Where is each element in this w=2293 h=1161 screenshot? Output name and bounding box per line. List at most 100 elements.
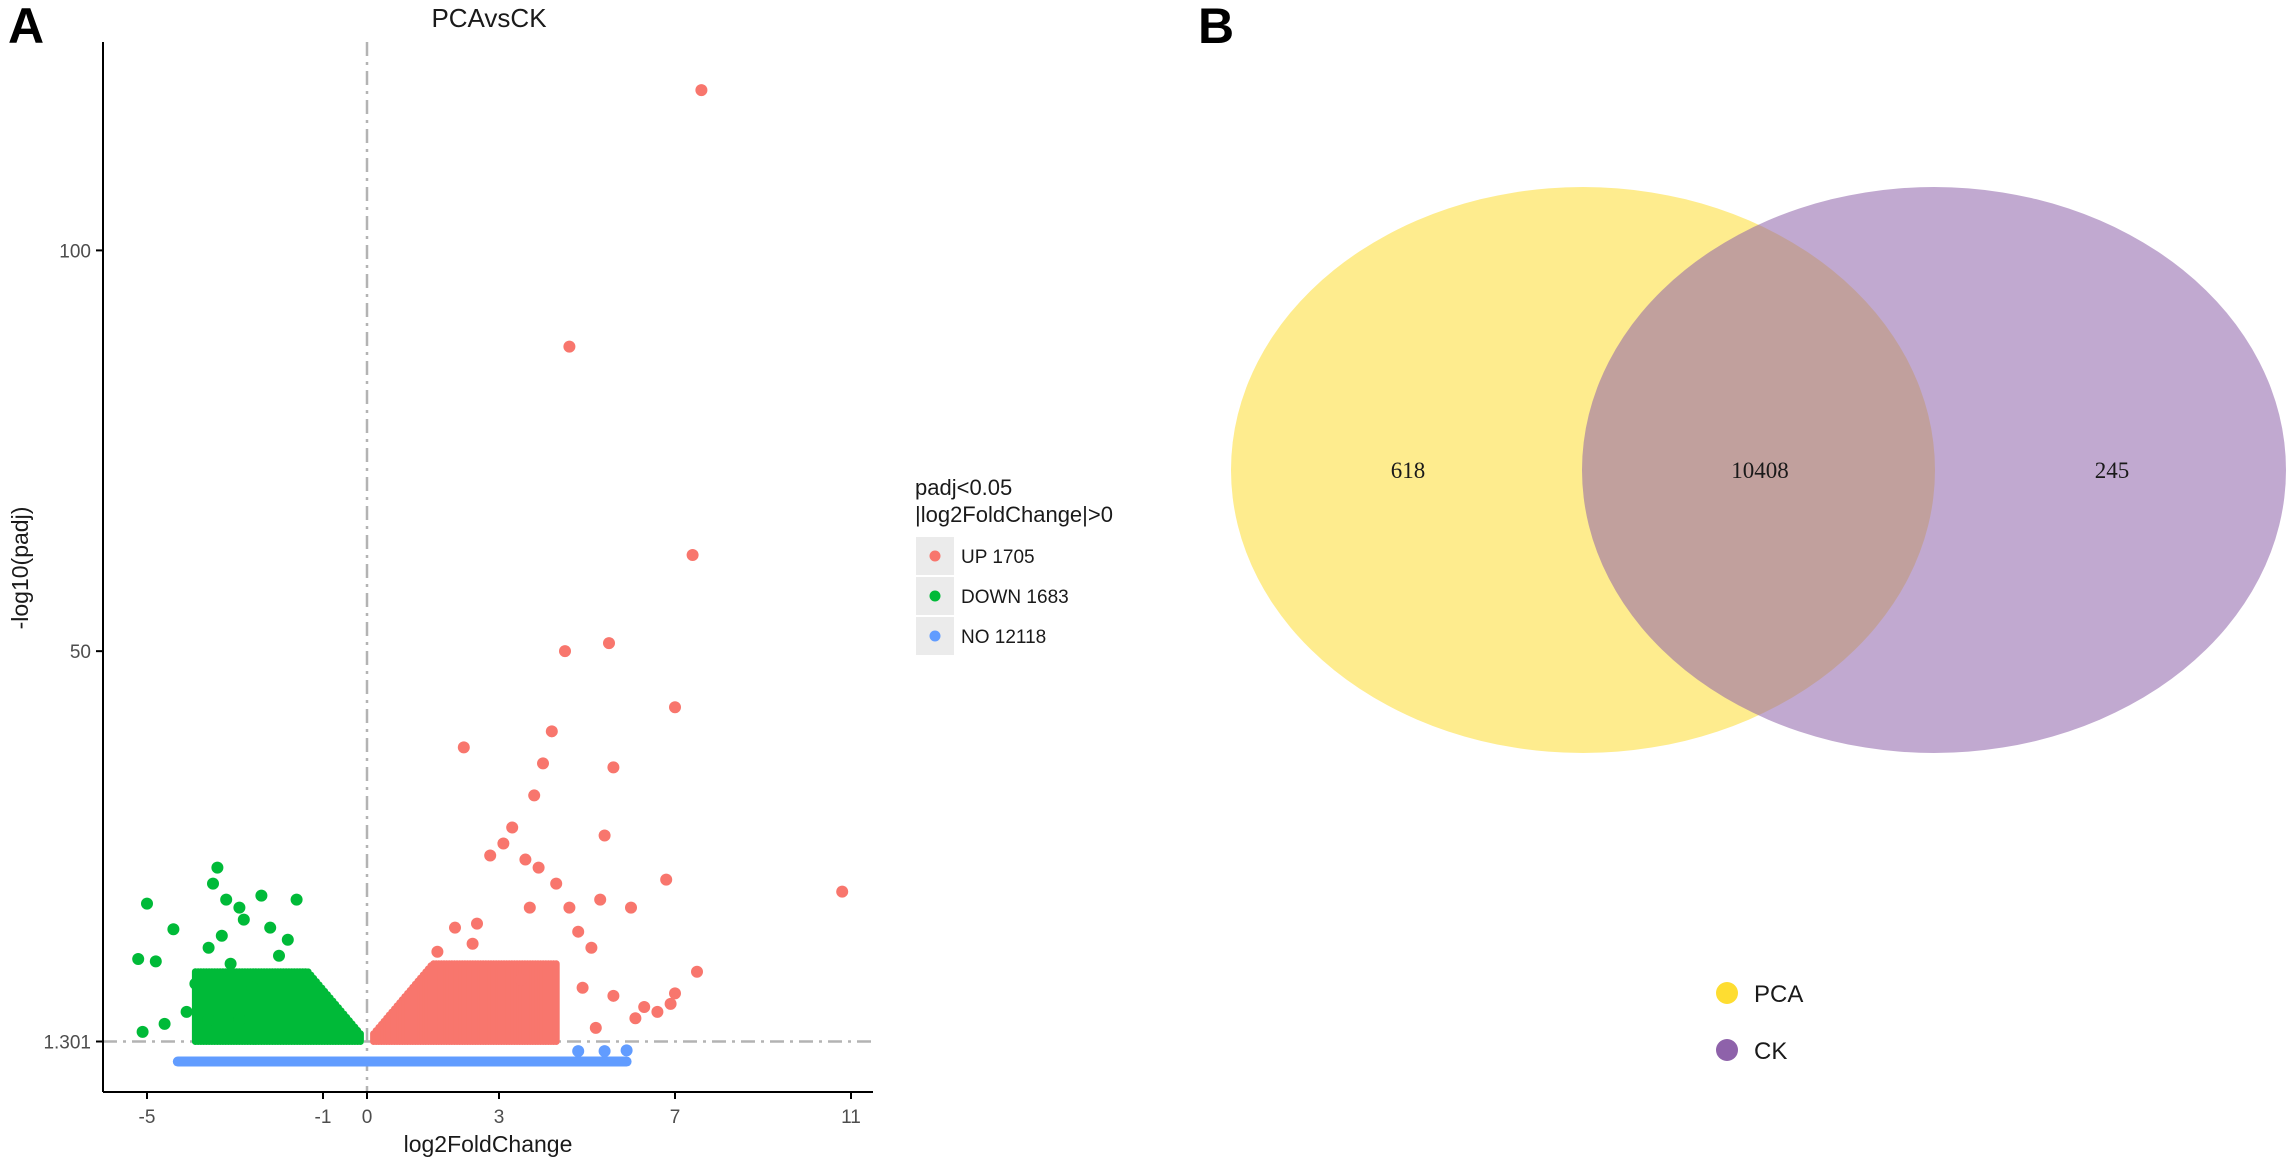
y-ticks: 1.301 50 100 bbox=[43, 241, 103, 1053]
point-down bbox=[132, 952, 145, 965]
point-up bbox=[572, 925, 585, 938]
point-down bbox=[189, 977, 202, 990]
panel-b-label: B bbox=[1198, 0, 1234, 54]
point-down bbox=[224, 957, 237, 970]
point-up bbox=[519, 853, 532, 866]
legend-title-line1: padj<0.05 bbox=[915, 475, 1012, 500]
point-up bbox=[585, 941, 598, 954]
point-down bbox=[255, 889, 268, 902]
point-up bbox=[532, 861, 545, 874]
point-down bbox=[264, 921, 277, 934]
point-up bbox=[515, 973, 527, 986]
point-down bbox=[246, 981, 259, 994]
point-up bbox=[691, 965, 703, 978]
point-up bbox=[563, 901, 576, 914]
x-tick-label: 11 bbox=[841, 1107, 861, 1128]
point-down bbox=[290, 893, 303, 906]
x-tick-label: -5 bbox=[139, 1107, 156, 1128]
point-up bbox=[497, 837, 510, 850]
volcano-title: PCAvsCK bbox=[431, 3, 547, 33]
point-down bbox=[158, 1017, 171, 1030]
point-up bbox=[625, 901, 637, 914]
x-tick-label: 7 bbox=[670, 1107, 681, 1128]
legend-key-no bbox=[929, 630, 941, 642]
point-down bbox=[211, 861, 224, 874]
venn-legend: PCA CK bbox=[1716, 981, 1803, 1065]
point-up bbox=[559, 645, 571, 658]
point-up bbox=[660, 873, 673, 886]
point-down bbox=[281, 933, 294, 946]
legend-key-pca bbox=[1716, 982, 1738, 1004]
point-up bbox=[431, 945, 444, 958]
point-down bbox=[273, 949, 285, 962]
point-up bbox=[457, 741, 470, 754]
point-up bbox=[695, 84, 708, 97]
point-up bbox=[669, 987, 681, 1000]
venn-count-ck-only: 245 bbox=[2095, 458, 2130, 483]
point-down bbox=[237, 913, 250, 926]
x-tick-label: -1 bbox=[315, 1107, 332, 1128]
point-up bbox=[607, 761, 620, 774]
point-up bbox=[651, 1005, 664, 1018]
point-down bbox=[215, 929, 228, 942]
legend-entry-no: NO 12118 bbox=[916, 617, 1046, 655]
point-no bbox=[572, 1045, 585, 1058]
x-tick-label: 0 bbox=[362, 1107, 373, 1128]
point-up bbox=[449, 921, 461, 934]
point-down bbox=[202, 1013, 215, 1026]
point-up bbox=[598, 829, 611, 842]
point-up bbox=[550, 877, 563, 890]
point-up bbox=[603, 637, 615, 650]
point-no bbox=[620, 1044, 633, 1057]
y-axis-title: -log10(padj) bbox=[7, 507, 33, 630]
point-down bbox=[207, 877, 219, 890]
legend-entry-up: UP 1705 bbox=[916, 537, 1035, 575]
point-up bbox=[563, 340, 576, 353]
legend-key-ck bbox=[1716, 1039, 1738, 1061]
x-axis-title: log2FoldChange bbox=[404, 1131, 573, 1157]
volcano-points bbox=[132, 84, 849, 1067]
legend-label-no: NO 12118 bbox=[961, 627, 1046, 648]
legend-label-ck: CK bbox=[1754, 1038, 1787, 1065]
point-up bbox=[836, 885, 849, 898]
panel-a-label: A bbox=[8, 0, 44, 54]
venn-count-pca-only: 618 bbox=[1391, 458, 1426, 483]
point-up bbox=[523, 901, 536, 914]
legend-label-pca: PCA bbox=[1754, 981, 1803, 1008]
point-up bbox=[594, 893, 607, 906]
point-down bbox=[180, 1005, 193, 1018]
point-down bbox=[233, 901, 246, 914]
legend-label-up: UP 1705 bbox=[961, 547, 1035, 568]
point-down bbox=[136, 1025, 149, 1038]
point-up bbox=[638, 1001, 651, 1014]
point-down bbox=[233, 1013, 246, 1026]
legend-title-line2: |log2FoldChange|>0 bbox=[915, 502, 1113, 527]
legend-key-down bbox=[929, 590, 941, 602]
x-ticks: -5 -1 0 3 7 11 bbox=[139, 1092, 861, 1128]
point-down bbox=[220, 893, 233, 906]
y-tick-label: 100 bbox=[59, 241, 91, 262]
point-up bbox=[686, 548, 699, 561]
point-up bbox=[589, 1021, 602, 1034]
point-no bbox=[598, 1045, 611, 1058]
point-up bbox=[466, 937, 479, 950]
legend-label-down: DOWN 1683 bbox=[961, 587, 1069, 608]
legend-key-up bbox=[929, 550, 941, 562]
point-down bbox=[149, 955, 162, 968]
point-up bbox=[576, 981, 589, 994]
point-up bbox=[629, 1012, 642, 1025]
point-up bbox=[528, 789, 541, 802]
point-up bbox=[607, 989, 620, 1002]
volcano-plot: PCAvsCK -5 -1 0 3 7 11 1.301 50 100 log2FoldCha… bbox=[7, 3, 1113, 1157]
point-up bbox=[545, 725, 558, 738]
y-tick-label: 50 bbox=[70, 642, 91, 663]
venn-diagram: 618 10408 245 PCA CK bbox=[1231, 187, 2286, 1065]
point-down bbox=[167, 923, 180, 936]
venn-count-both: 10408 bbox=[1731, 458, 1789, 483]
y-tick-label: 1.301 bbox=[43, 1032, 91, 1053]
volcano-legend: padj<0.05 |log2FoldChange|>0 UP 1705 DOW… bbox=[915, 475, 1113, 655]
point-up bbox=[669, 701, 681, 714]
point-down bbox=[141, 897, 153, 910]
x-tick-label: 3 bbox=[494, 1107, 505, 1128]
